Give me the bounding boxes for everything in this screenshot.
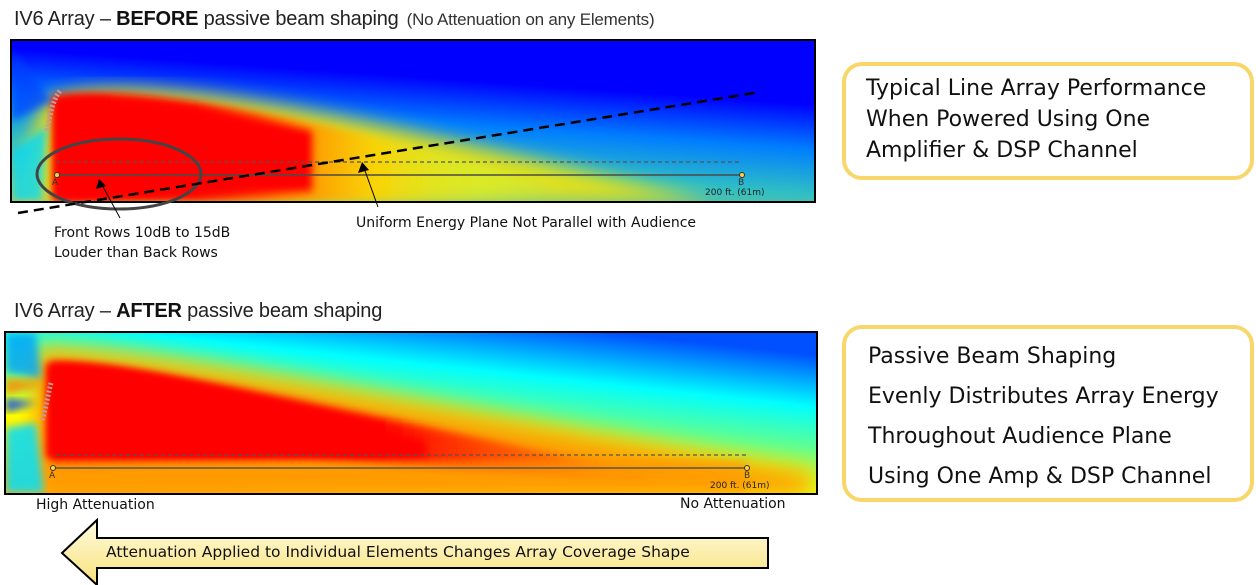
after-title-suffix: passive beam shaping <box>181 300 383 322</box>
no-attenuation-label: No Attenuation <box>680 496 786 512</box>
callout-beam-shaping: Passive Beam Shaping Evenly Distributes … <box>842 325 1254 502</box>
before-title-prefix: IV6 Array – <box>14 8 117 30</box>
before-heatmap: A B 200 ft. (61m) <box>10 39 816 203</box>
marker-b-point <box>739 172 745 178</box>
before-title: IV6 Array – BEFORE passive beam shaping (… <box>14 8 655 31</box>
before-title-note: (No Attenuation on any Elements) <box>406 10 655 29</box>
callout-bottom-line: Evenly Distributes Array Energy <box>868 384 1219 409</box>
callout-top-line: When Powered Using One <box>866 107 1151 132</box>
before-distance: 200 ft. (61m) <box>705 188 765 198</box>
callout-typical-performance: Typical Line Array Performance When Powe… <box>842 62 1254 180</box>
before-title-suffix: passive beam shaping <box>198 8 399 30</box>
callout-bottom-line: Throughout Audience Plane <box>868 424 1172 449</box>
front-rows-annotation-line2: Louder than Back Rows <box>54 245 218 261</box>
before-title-bold: BEFORE <box>116 8 199 30</box>
after-heatmap-svg <box>6 333 816 493</box>
before-marker-a: A <box>52 178 59 188</box>
callout-bottom-line: Using One Amp & DSP Channel <box>868 464 1212 489</box>
after-title-bold: AFTER <box>116 300 182 322</box>
marker-a-point <box>50 465 56 471</box>
high-attenuation-label: High Attenuation <box>36 497 155 513</box>
before-marker-b: B <box>738 178 745 188</box>
before-heatmap-svg <box>12 41 814 201</box>
callout-top-line: Amplifier & DSP Channel <box>866 138 1138 163</box>
energy-plane-annotation: Uniform Energy Plane Not Parallel with A… <box>356 215 697 231</box>
callout-top-line: Typical Line Array Performance <box>866 76 1207 101</box>
front-rows-annotation: Front Rows 10dB to 15dB Louder than Back… <box>54 223 230 263</box>
marker-a-point <box>54 172 60 178</box>
marker-b-point <box>744 465 750 471</box>
after-marker-b: B <box>744 471 751 481</box>
after-marker-a: A <box>49 471 56 481</box>
callout-bottom-line: Passive Beam Shaping <box>868 344 1117 369</box>
after-title-prefix: IV6 Array – <box>14 300 117 322</box>
arrow-text: Attenuation Applied to Individual Elemen… <box>106 543 690 561</box>
after-heatmap: A B 200 ft. (61m) <box>4 331 818 495</box>
front-rows-annotation-line1: Front Rows 10dB to 15dB <box>54 225 231 241</box>
after-title: IV6 Array – AFTER passive beam shaping <box>14 300 382 323</box>
after-distance: 200 ft. (61m) <box>710 481 770 491</box>
